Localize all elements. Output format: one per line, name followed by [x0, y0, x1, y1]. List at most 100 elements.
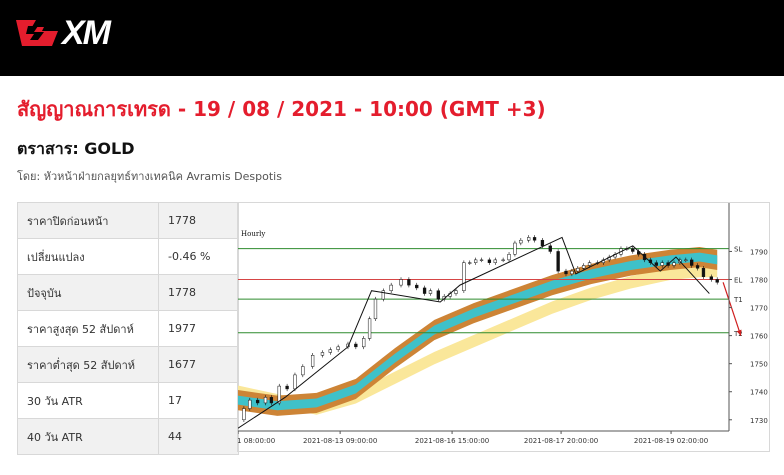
candle-body [462, 262, 466, 291]
slow-band [238, 264, 718, 415]
projection-arrow-line [722, 282, 742, 336]
fast-band-outer [238, 246, 718, 416]
candle-body [269, 397, 274, 404]
candle-body [684, 259, 688, 261]
candle-body [556, 251, 560, 272]
stat-label: ปัจจุบัน [17, 274, 159, 311]
author-byline: โดย: หัวหน้าฝ่ายกลยุทธ์ทางเทคนิค Avramis… [17, 170, 282, 183]
y-tick-label: 1730 [750, 417, 768, 425]
x-tick-label: 2021-08-17 20:00:00 [524, 437, 598, 445]
candle-body [507, 254, 511, 261]
y-tick-label: 1790 [750, 248, 768, 256]
candle-body [570, 270, 574, 275]
candle-body [487, 259, 492, 263]
y-tick-label: 1750 [750, 361, 768, 369]
level-label-sl: SL [734, 246, 742, 254]
candle-body [354, 343, 358, 348]
candle-body [367, 318, 372, 339]
instrument-title: ตราสาร: GOLD [17, 139, 135, 158]
table-row: เปลี่ยนแปลง -0.46 % [17, 238, 239, 275]
stat-label: ราคาต่ำสุด 52 สัปดาห์ [17, 346, 159, 383]
candle-body [381, 290, 385, 300]
candle-body [540, 239, 545, 247]
level-label-el: EL [734, 277, 742, 285]
stat-value: 1778 [158, 274, 239, 311]
x-tick-label: 2021-08-11 08:00:00 [238, 437, 275, 445]
table-row: ปัจจุบัน 1778 [17, 274, 239, 311]
candle-body [454, 290, 458, 294]
candle-body [255, 399, 260, 404]
candle-body [285, 385, 289, 390]
stat-value: 17 [158, 382, 239, 419]
stat-label: 40 วัน ATR [17, 418, 159, 455]
candle-body [263, 397, 268, 404]
page-title: สัญญาณการเทรด - 19 / 08 / 2021 - 10:00 (… [17, 97, 546, 121]
x-tick-label: 2021-08-19 02:00:00 [634, 437, 708, 445]
candle-body [310, 355, 315, 367]
candle-body [422, 287, 427, 294]
xm-logo[interactable]: XM [14, 14, 111, 52]
candle-body [564, 270, 568, 275]
stat-value: -0.46 % [158, 238, 239, 275]
table-row: 40 วัน ATR 44 [17, 418, 239, 455]
candle-body [336, 346, 340, 350]
stat-value: 1977 [158, 310, 239, 347]
zigzag-line [238, 236, 710, 429]
candle-body [527, 237, 531, 241]
site-header: XM [0, 0, 784, 76]
candle-body [548, 245, 552, 252]
candle-body [320, 352, 325, 356]
table-row: ราคาต่ำสุด 52 สัปดาห์ 1677 [17, 346, 239, 383]
candle-body [582, 265, 586, 269]
level-label-t2: T2 [733, 330, 743, 338]
candle-body [587, 262, 592, 266]
y-tick-label: 1760 [750, 333, 768, 341]
stat-label: เปลี่ยนแปลง [17, 238, 159, 275]
candle-body [660, 262, 664, 266]
table-row: ราคาปิดก่อนหน้า 1778 [17, 202, 239, 239]
stat-label: 30 วัน ATR [17, 382, 159, 419]
candle-body [293, 374, 297, 390]
candle-body [399, 279, 403, 286]
chart-svg: SL EL T1 T2 1730 1740 1750 1760 1770 1780 1790 202… [238, 203, 768, 445]
projection-arrow-head [736, 329, 742, 336]
stat-value: 44 [158, 418, 239, 455]
candle-body [473, 259, 478, 263]
candle-body [301, 366, 305, 376]
candle-body [428, 290, 433, 294]
candle-body [479, 259, 484, 261]
stat-value: 1778 [158, 202, 239, 239]
y-tick-label: 1770 [750, 305, 768, 313]
stats-table: ราคาปิดก่อนหน้า 1778 เปลี่ยนแปลง -0.46 % ป… [17, 202, 239, 455]
candle-body [328, 349, 332, 353]
candle-body [631, 248, 635, 252]
candle-body [501, 259, 505, 261]
candle-body [407, 279, 411, 286]
candle-body [519, 239, 523, 244]
stat-value: 1677 [158, 346, 239, 383]
candle-body [709, 276, 713, 280]
x-tick-label: 2021-08-16 15:00:00 [415, 437, 489, 445]
y-tick-label: 1740 [750, 389, 768, 397]
candle-body [248, 399, 252, 409]
candle-body [242, 408, 246, 421]
brand-name: XM [62, 14, 111, 52]
candle-body [389, 284, 393, 291]
candle-body [513, 242, 517, 255]
stat-label: ราคาสูงสุด 52 สัปดาห์ [17, 310, 159, 347]
candle-body [672, 262, 676, 266]
candle-body [690, 259, 694, 266]
candle-body [415, 284, 419, 289]
candle-body [576, 268, 580, 272]
stat-label: ราคาปิดก่อนหน้า [17, 202, 159, 239]
candle-body [715, 279, 719, 283]
candle-body [654, 262, 658, 266]
x-tick-label: 2021-08-13 09:00:00 [303, 437, 377, 445]
candle-body [436, 290, 440, 300]
timeframe-label: Hourly [241, 230, 265, 238]
y-tick-label: 1780 [750, 277, 768, 285]
candle-body [701, 268, 706, 277]
price-chart: SL EL T1 T2 1730 1740 1750 1760 1770 1780 1790 202… [237, 202, 770, 452]
candle-body [695, 265, 700, 269]
level-label-t1: T1 [733, 296, 743, 304]
